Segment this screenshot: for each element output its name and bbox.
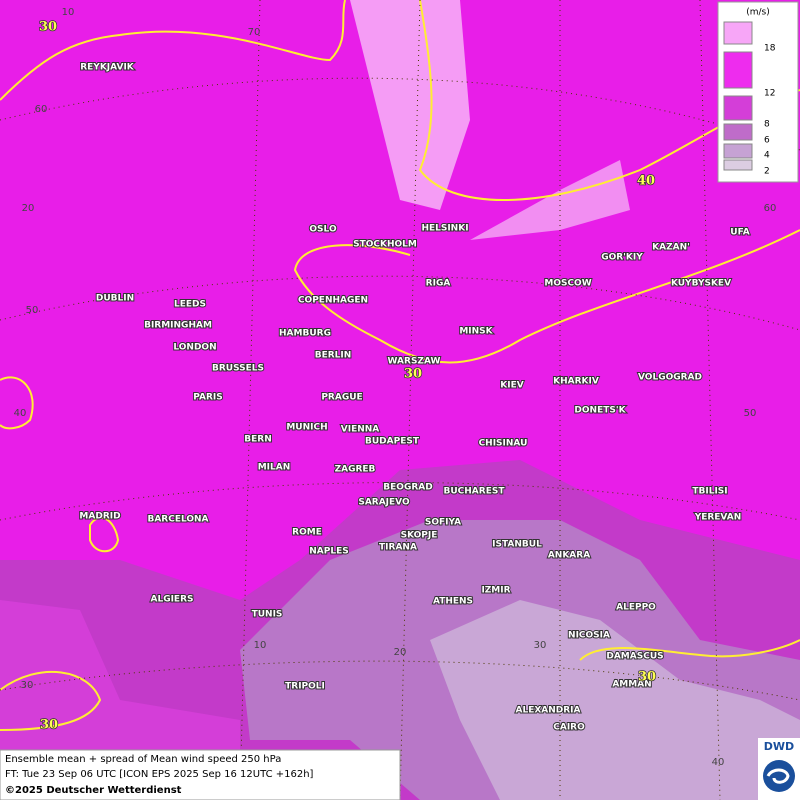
city-label: UFA bbox=[730, 228, 749, 238]
city-label: TBILISI bbox=[692, 487, 727, 497]
city-label: SKOPJE bbox=[401, 531, 438, 541]
contour-label: 30 bbox=[404, 367, 422, 382]
city-label: KAZAN' bbox=[652, 243, 690, 253]
city-label: IZMIR bbox=[481, 586, 510, 596]
city-label: CHISINAU bbox=[479, 439, 528, 449]
legend-label: 18 bbox=[764, 44, 776, 54]
city-label: ROME bbox=[292, 528, 322, 538]
city-label: TIRANA bbox=[379, 543, 417, 553]
city-label: BRUSSELS bbox=[212, 364, 264, 374]
city-label: MOSCOW bbox=[544, 279, 591, 289]
contour-label: 30 bbox=[39, 20, 57, 35]
city-label: KIEV bbox=[500, 381, 523, 391]
city-label: PARIS bbox=[193, 393, 223, 403]
legend-swatch bbox=[723, 123, 753, 141]
contour-label: 40 bbox=[637, 174, 655, 189]
legend-label: 6 bbox=[764, 136, 770, 146]
city-label: ANKARA bbox=[548, 551, 590, 561]
legend-label: 8 bbox=[764, 120, 770, 130]
grid-label: 40 bbox=[14, 408, 27, 419]
city-label: TRIPOLI bbox=[285, 682, 325, 692]
city-label: BERLIN bbox=[315, 351, 352, 361]
city-label: STOCKHOLM bbox=[353, 240, 417, 250]
city-label: BERN bbox=[244, 435, 271, 445]
grid-label: 10 bbox=[62, 7, 75, 18]
city-label: REYKJAVIK bbox=[80, 63, 135, 73]
city-label: ALEPPO bbox=[616, 603, 656, 613]
city-label: MILAN bbox=[258, 463, 291, 473]
footer-line: ©2025 Deutscher Wetterdienst bbox=[5, 785, 182, 796]
contour-label: 30 bbox=[638, 670, 656, 685]
city-label: HAMBURG bbox=[279, 329, 331, 339]
legend-swatch bbox=[723, 143, 753, 159]
city-label: ALGIERS bbox=[151, 595, 194, 605]
contour-label: 30 bbox=[40, 718, 58, 733]
footer-line: FT: Tue 23 Sep 06 UTC [ICON EPS 2025 Sep… bbox=[5, 769, 314, 780]
grid-label: 70 bbox=[248, 27, 261, 38]
city-label: NICOSIA bbox=[568, 631, 610, 641]
city-label: VOLGOGRAD bbox=[638, 373, 702, 383]
city-label: BUCHAREST bbox=[444, 487, 506, 497]
city-label: YEREVAN bbox=[694, 513, 742, 523]
logo: DWD bbox=[758, 738, 800, 800]
city-label: KHARKIV bbox=[553, 377, 599, 387]
city-label: LONDON bbox=[173, 343, 216, 353]
grid-label: 50 bbox=[26, 305, 39, 316]
city-label: SARAJEVO bbox=[358, 498, 410, 508]
grid-label: 20 bbox=[22, 203, 35, 214]
legend: (m/s) 18 12 8 6 4 2 bbox=[717, 1, 799, 183]
city-label: GOR'KIY bbox=[601, 253, 643, 263]
legend-unit: (m/s) bbox=[746, 8, 770, 18]
city-label: RIGA bbox=[426, 279, 451, 289]
city-label: SOFIYA bbox=[425, 518, 461, 528]
legend-swatch bbox=[723, 95, 753, 121]
city-label: ZAGREB bbox=[335, 465, 376, 475]
city-label: BUDAPEST bbox=[365, 437, 420, 447]
city-label: AMMAN bbox=[612, 680, 651, 690]
grid-label: 50 bbox=[744, 408, 757, 419]
footer: Ensemble mean + spread of Mean wind spee… bbox=[0, 749, 401, 800]
legend-label: 12 bbox=[764, 89, 775, 99]
legend-swatch bbox=[723, 51, 753, 89]
city-label: BIRMINGHAM bbox=[144, 321, 212, 331]
city-label: WARSZAW bbox=[388, 357, 441, 367]
grid-label: 60 bbox=[764, 203, 777, 214]
city-label: DUBLIN bbox=[96, 294, 134, 304]
city-label: COPENHAGEN bbox=[298, 296, 368, 306]
grid-label: 30 bbox=[534, 640, 547, 651]
city-label: CAIRO bbox=[553, 723, 585, 733]
legend-swatch bbox=[723, 21, 753, 45]
grid-label: 40 bbox=[712, 757, 725, 768]
city-label: ALEXANDRIA bbox=[516, 706, 581, 716]
grid-label: 20 bbox=[394, 647, 407, 658]
city-label: LEEDS bbox=[174, 300, 206, 310]
city-label: HELSINKI bbox=[421, 224, 468, 234]
city-label: BARCELONA bbox=[147, 515, 208, 525]
city-label: MINSK bbox=[459, 327, 493, 337]
city-label: MUNICH bbox=[286, 423, 327, 433]
isotachs bbox=[0, 0, 800, 731]
city-label: DAMASCUS bbox=[606, 652, 663, 662]
city-label: VIENNA bbox=[341, 425, 380, 435]
grid-label: 10 bbox=[254, 640, 267, 651]
logo-text: DWD bbox=[764, 740, 794, 753]
legend-swatch bbox=[723, 159, 753, 171]
city-label: TUNIS bbox=[252, 610, 283, 620]
city-label: BEOGRAD bbox=[383, 483, 432, 493]
city-label: KUYBYSKEV bbox=[671, 279, 731, 289]
city-label: ISTANBUL bbox=[492, 540, 542, 550]
city-label: PRAGUE bbox=[321, 393, 362, 403]
grid-label: 60 bbox=[35, 104, 48, 115]
legend-label: 4 bbox=[764, 151, 770, 161]
city-label: MADRID bbox=[79, 512, 120, 522]
city-label: NAPLES bbox=[309, 547, 348, 557]
legend-label: 2 bbox=[764, 167, 770, 177]
city-label: ATHENS bbox=[433, 597, 473, 607]
grid-label: 30 bbox=[21, 680, 34, 691]
footer-line: Ensemble mean + spread of Mean wind spee… bbox=[5, 754, 281, 765]
city-label: OSLO bbox=[309, 225, 337, 235]
city-label: DONETS'K bbox=[574, 406, 626, 416]
